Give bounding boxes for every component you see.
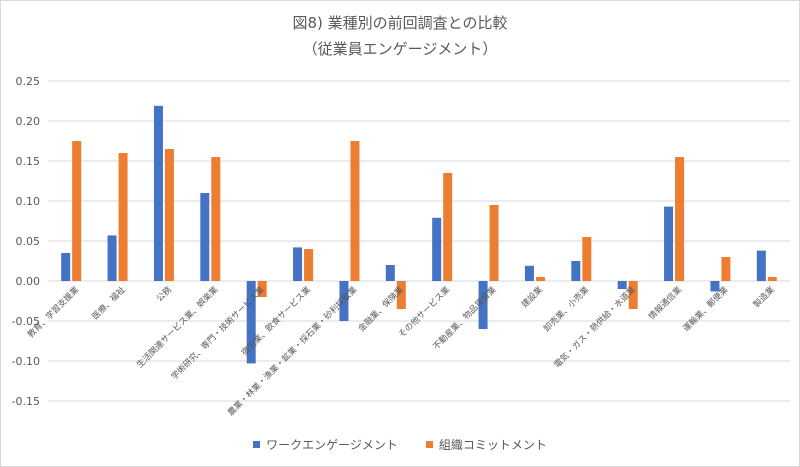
y-tick-label: 0.10 (16, 195, 41, 208)
y-tick-label: 0.05 (16, 235, 41, 248)
bar-work-engagement (385, 265, 395, 281)
chart-subtitle: （従業員エンゲージメント） (302, 40, 498, 58)
bar-commitment (350, 141, 360, 281)
y-tick-label: -0.15 (12, 395, 40, 408)
y-tick-label: -0.05 (12, 315, 40, 328)
bar-commitment (535, 277, 545, 281)
bar-commitment (489, 205, 499, 281)
bar-work-engagement (339, 281, 349, 321)
bar-work-engagement (478, 281, 488, 329)
y-tick-label: -0.10 (12, 355, 40, 368)
category-label: 教育、学習支援業 (25, 284, 81, 340)
bar-commitment (118, 153, 128, 281)
category-label: 運輸業、郵便業 (681, 284, 731, 334)
category-label: 卸売業、小売業 (542, 284, 592, 334)
legend-swatch-blue (253, 441, 261, 448)
bar-commitment (211, 157, 221, 281)
y-tick-label: 0.25 (16, 75, 41, 88)
y-tick-label: 0.00 (16, 275, 41, 288)
bar-work-engagement (200, 193, 210, 281)
category-label: 医療、福祉 (90, 284, 128, 322)
bar-work-engagement (293, 247, 303, 281)
legend-swatch-orange (425, 441, 433, 448)
y-tick-label: 0.15 (16, 155, 41, 168)
bar-work-engagement (617, 281, 627, 289)
legend-label: 組織コミットメント (438, 438, 547, 452)
chart-legend: ワークエンゲージメント 組織コミットメント (0, 436, 800, 453)
bar-work-engagement (710, 281, 720, 292)
bar-work-engagement (524, 265, 534, 281)
bar-work-engagement (664, 206, 674, 281)
legend-item-commitment: 組織コミットメント (425, 436, 547, 453)
bar-work-engagement (571, 261, 581, 281)
bar-work-engagement (153, 105, 163, 281)
bar-work-engagement (756, 250, 766, 281)
bar-work-engagement (61, 253, 71, 281)
bar-commitment (628, 281, 638, 309)
bar-commitment (443, 173, 453, 281)
legend-label: ワークエンゲージメント (266, 438, 398, 452)
bar-commitment (72, 141, 82, 281)
bar-commitment (767, 277, 777, 281)
category-label: 製造業 (751, 284, 777, 310)
y-tick-label: 0.20 (16, 115, 41, 128)
bar-commitment (164, 149, 174, 281)
category-label: 公務 (154, 284, 174, 304)
bar-commitment (721, 257, 731, 281)
bar-work-engagement (107, 235, 117, 281)
bar-work-engagement (246, 281, 256, 364)
bar-work-engagement (432, 217, 442, 281)
bar-commitment (304, 249, 314, 281)
category-label: 金融業、保険業 (356, 284, 406, 334)
legend-item-work-engagement: ワークエンゲージメント (253, 436, 398, 453)
category-label: 建設業 (519, 284, 545, 310)
category-label: 情報通信業 (646, 284, 684, 322)
category-label: 電気・ガス・熱供給・水道業 (552, 284, 638, 370)
category-label: 生活関連サービス業、娯楽業 (134, 284, 220, 370)
chart-title: 図8) 業種別の前回調査との比較 (292, 14, 508, 32)
bar-commitment (582, 237, 592, 281)
bar-commitment (257, 281, 267, 297)
bar-commitment (396, 281, 406, 309)
bar-commitment (675, 157, 685, 281)
